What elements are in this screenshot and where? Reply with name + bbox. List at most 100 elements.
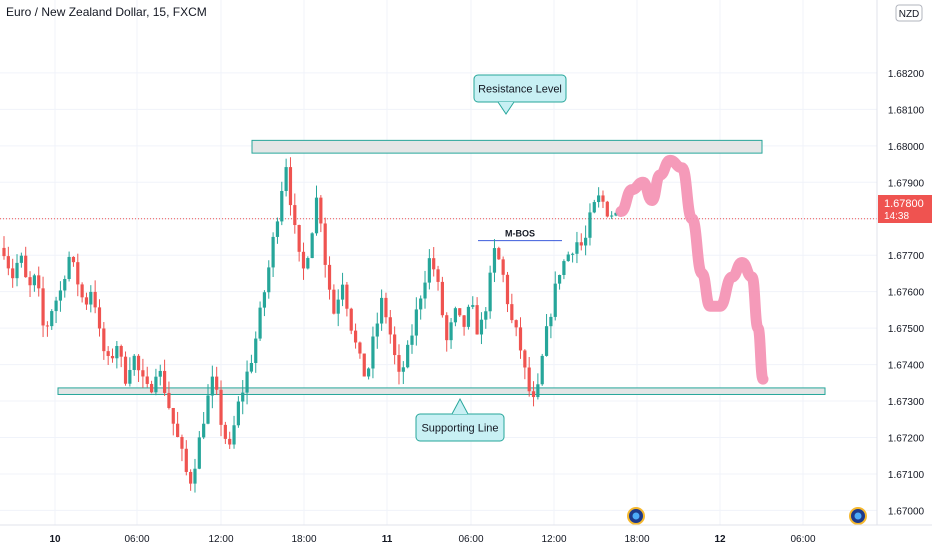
candle-body <box>536 384 540 398</box>
candle-body <box>570 253 575 255</box>
candle-body <box>432 258 436 270</box>
candle-body <box>162 370 167 393</box>
candle-body <box>37 275 41 289</box>
event-marker-dot <box>854 512 862 520</box>
candle-body <box>71 256 76 263</box>
candle-body <box>241 392 245 402</box>
candle-body <box>254 338 258 363</box>
candle-body <box>406 344 410 368</box>
candle-body <box>527 367 531 392</box>
candle-body <box>601 195 605 202</box>
candle-body <box>610 215 614 217</box>
time-tick-label: 06:00 <box>124 534 149 545</box>
candle-body <box>106 351 110 356</box>
candle-body <box>514 320 518 328</box>
candle-body <box>605 201 609 217</box>
mbos-label: M-BOS <box>505 229 535 239</box>
candle-body <box>423 282 427 299</box>
candle-body <box>401 367 405 372</box>
candle-body <box>366 368 371 377</box>
candle-body <box>41 288 45 326</box>
candle-body <box>206 395 210 424</box>
candle-body <box>193 468 197 484</box>
candle-body <box>336 299 340 314</box>
candle-body <box>332 289 336 314</box>
candle-body <box>375 323 379 337</box>
candle-body <box>501 259 505 275</box>
candle-body <box>497 248 501 260</box>
candle-body <box>597 195 601 203</box>
candle-body <box>419 298 423 310</box>
candle-body <box>488 272 492 312</box>
price-tag-bg <box>878 195 932 223</box>
candle-body <box>84 297 89 305</box>
candle-body <box>128 369 132 384</box>
candle-body <box>219 389 223 425</box>
candle-body <box>588 212 592 238</box>
candle-body <box>197 437 201 469</box>
support-callout-tail <box>451 397 469 415</box>
resistance-callout-tail <box>497 101 515 115</box>
candle-body <box>553 283 557 317</box>
candle-body <box>6 256 10 269</box>
candle-body <box>562 261 566 276</box>
resistance-callout: Resistance Level <box>473 74 567 115</box>
price-axis[interactable]: 1.67000 1.67100 1.67200 1.67300 1.67400 1.675… <box>888 69 925 518</box>
candle-body <box>393 334 397 356</box>
support-zone <box>57 387 826 395</box>
candle-body <box>345 284 349 309</box>
candle-body <box>384 297 388 318</box>
price-tick-label: 1.67200 <box>888 434 925 445</box>
time-tick-label: 06:00 <box>790 534 815 545</box>
candle-body <box>28 277 32 286</box>
candle-body <box>310 233 314 259</box>
price-tick-label: 1.67000 <box>888 506 925 517</box>
candle-body <box>236 401 240 426</box>
candle-body <box>136 355 141 371</box>
candle-body <box>58 290 63 301</box>
time-tick-label: 12 <box>714 534 726 545</box>
candle-body <box>119 346 123 357</box>
price-tick-label: 1.67900 <box>888 178 925 189</box>
candle-body <box>584 237 588 246</box>
candle-body <box>358 342 362 354</box>
candle-body <box>518 327 523 351</box>
candle-body <box>167 392 171 408</box>
candle-body <box>466 306 471 327</box>
candle-body <box>232 425 236 445</box>
candle-body <box>249 362 254 372</box>
resistance-zone <box>251 139 763 154</box>
candle-body <box>492 248 497 273</box>
grid-lines <box>0 0 877 525</box>
candle-body <box>462 315 466 327</box>
currency-label: NZD <box>899 9 920 20</box>
candle-body <box>288 167 293 206</box>
candle-body <box>531 391 536 398</box>
annotation-labels: Resistance Level Supporting Line M-BOS <box>415 74 867 525</box>
candle-body <box>141 370 145 377</box>
candle-body <box>505 274 510 305</box>
candle-body <box>510 304 514 321</box>
candle-body <box>436 269 440 282</box>
candles-layer <box>2 157 618 493</box>
time-axis[interactable]: 10 06:00 12:00 18:00 11 06:00 12:00 18:00 12 06:0… <box>49 534 816 545</box>
currency-badge[interactable] <box>895 4 923 22</box>
candle-body <box>24 255 28 278</box>
candle-body <box>388 317 392 335</box>
candle-body <box>32 275 36 286</box>
time-tick-label: 10 <box>49 534 61 545</box>
price-tick-label: 1.67700 <box>888 251 925 262</box>
candle-body <box>97 307 102 329</box>
time-tick-label: 18:00 <box>624 534 649 545</box>
time-tick-label: 18:00 <box>291 534 316 545</box>
candle-body <box>19 255 23 263</box>
candle-body <box>579 242 583 246</box>
candle-body <box>176 423 180 438</box>
event-marker-dot <box>632 512 640 520</box>
candle-body <box>540 355 544 385</box>
candle-body <box>575 242 579 254</box>
time-tick-label: 12:00 <box>541 534 566 545</box>
candle-body <box>228 438 232 445</box>
candle-body <box>110 355 115 359</box>
